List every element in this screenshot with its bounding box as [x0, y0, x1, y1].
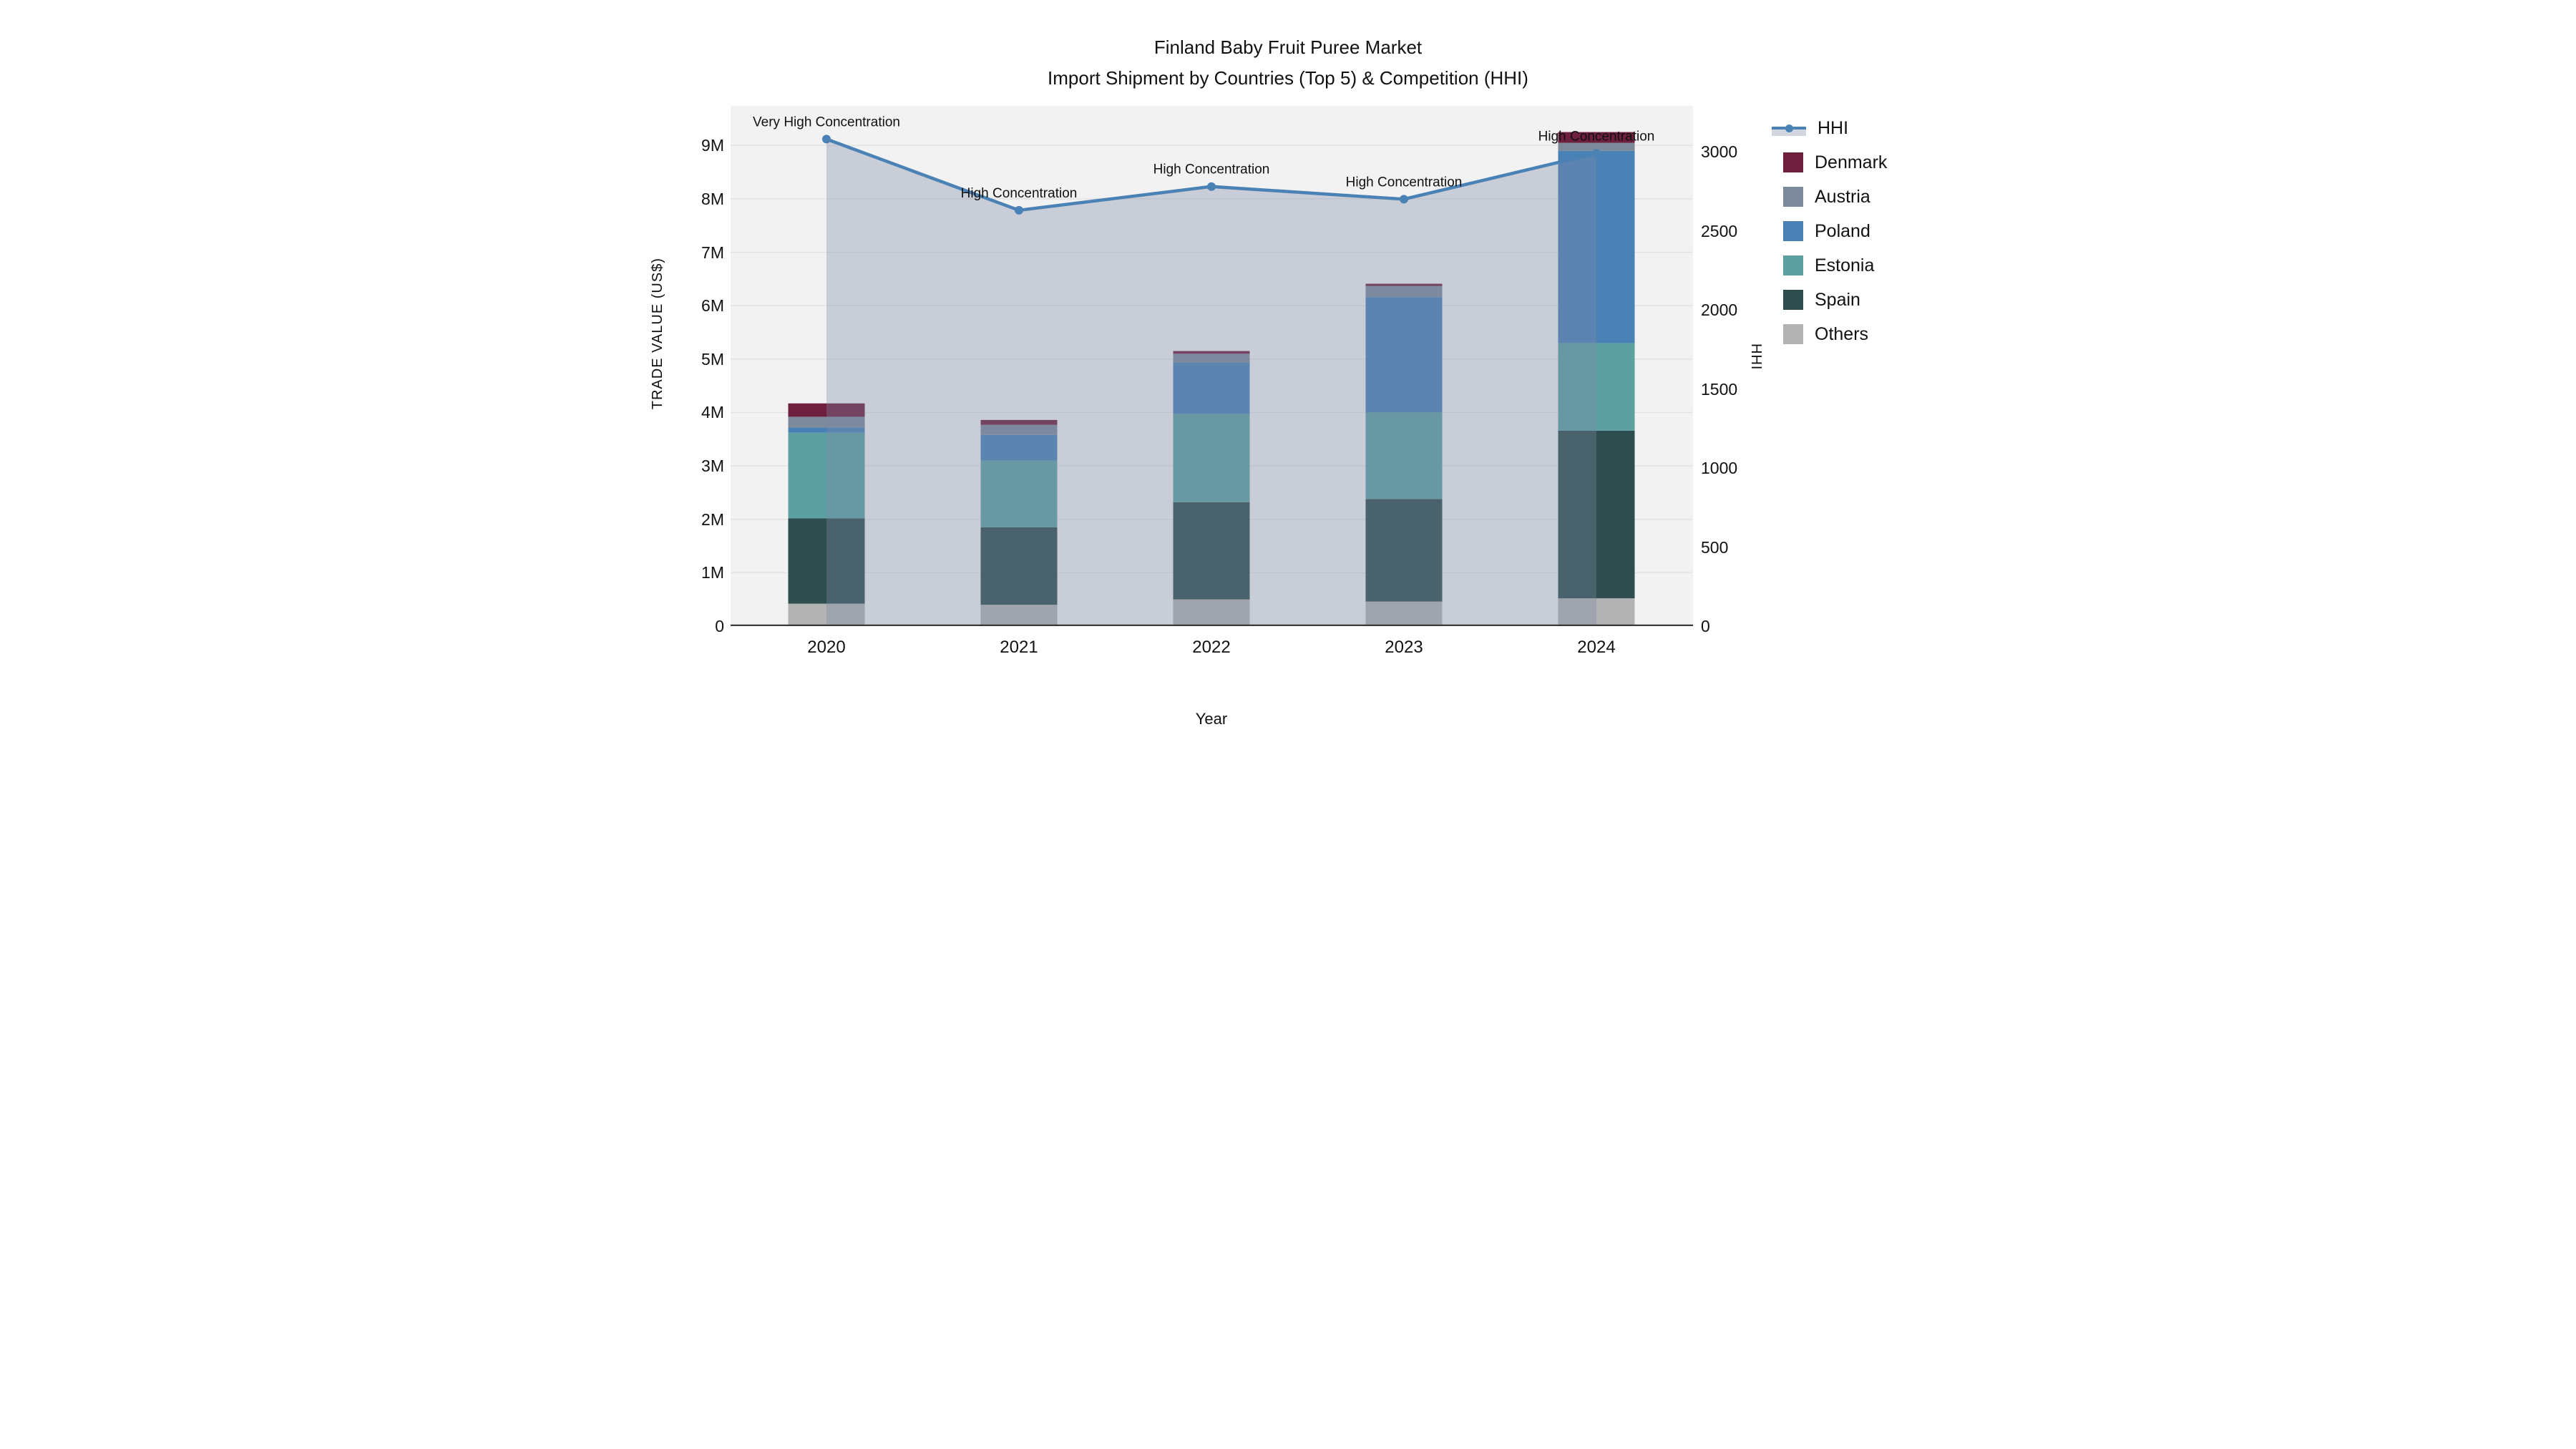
bar-2023-denmark [1365, 283, 1443, 286]
y-right-tick-1000: 1000 [1701, 459, 1738, 478]
y-right-tick-2500: 2500 [1701, 221, 1738, 240]
bar-2021-poland [980, 434, 1058, 461]
bar-2022-poland [1173, 363, 1250, 414]
bar-2022-others [1173, 599, 1250, 626]
bar-2024-spain [1558, 430, 1635, 599]
legend-swatch-hhi-line [1772, 120, 1806, 136]
x-tick-2022: 2022 [1192, 638, 1231, 657]
legend-item-spain: Spain [1772, 283, 1887, 317]
legend: HHI Denmark Austria Poland Estonia Spain Other… [1772, 111, 1887, 351]
legend-swatch-others [1783, 324, 1803, 344]
x-tick-2021: 2021 [1000, 638, 1038, 657]
legend-label-poland: Poland [1815, 220, 1870, 241]
bar-2021-spain [980, 527, 1058, 605]
bar-2020-estonia [788, 432, 865, 519]
bar-2024-austria [1558, 142, 1635, 151]
bar-2022-denmark [1173, 351, 1250, 354]
bar-2021-austria [980, 424, 1058, 435]
bar-2023-poland [1365, 297, 1443, 413]
legend-swatch-spain [1783, 290, 1803, 310]
bar-2024-estonia [1558, 343, 1635, 431]
chart-title: Finland Baby Fruit Puree Market Import S… [644, 32, 1932, 94]
y-left-tick-3M: 3M [701, 457, 724, 476]
bar-2024-others [1558, 598, 1635, 626]
y-left-tick-2M: 2M [701, 509, 724, 529]
annotation-2022: High Concentration [1153, 162, 1270, 177]
chart-title-line2: Import Shipment by Countries (Top 5) & C… [1048, 67, 1528, 89]
bar-2022-spain [1173, 502, 1250, 600]
bar-2020-spain [788, 518, 865, 604]
bar-2024-poland [1558, 150, 1635, 343]
plot-area: Very High Concentration High Concentratio… [731, 106, 1693, 626]
legend-swatch-austria [1783, 187, 1803, 207]
x-tick-2023: 2023 [1385, 638, 1423, 657]
bar-2024-denmark [1558, 132, 1635, 143]
y-left-tick-4M: 4M [701, 403, 724, 422]
y-right-tick-2000: 2000 [1701, 301, 1738, 320]
annotation-2023: High Concentration [1346, 175, 1463, 190]
legend-swatch-denmark [1783, 152, 1803, 172]
x-axis-title: Year [1195, 710, 1228, 725]
hhi-marker-2022 [1207, 182, 1216, 191]
y-axis-left-title: TRADE VALUE (US$) [650, 258, 665, 410]
bar-2021-denmark [980, 419, 1058, 425]
legend-swatch-poland [1783, 221, 1803, 241]
legend-item-poland: Poland [1772, 214, 1887, 248]
y-left-tick-0: 0 [715, 617, 724, 635]
legend-label-spain: Spain [1815, 289, 1860, 310]
y-right-tick-0: 0 [1701, 617, 1710, 635]
legend-item-estonia: Estonia [1772, 248, 1887, 283]
chart-canvas: Finland Baby Fruit Puree Market Import S… [644, 0, 1932, 725]
bar-2023-estonia [1365, 412, 1443, 499]
y-left-tick-5M: 5M [701, 349, 724, 369]
x-tick-2024: 2024 [1577, 638, 1616, 657]
hhi-marker-2020 [822, 135, 831, 144]
legend-item-austria: Austria [1772, 180, 1887, 214]
y-right-tick-3000: 3000 [1701, 142, 1738, 162]
y-left-tick-8M: 8M [701, 189, 724, 208]
chart-title-line1: Finland Baby Fruit Puree Market [1153, 36, 1423, 58]
y-left-tick-6M: 6M [701, 296, 724, 316]
bar-2021-estonia [980, 460, 1058, 527]
hhi-area-fill [826, 139, 1596, 626]
hhi-marker-2023 [1400, 195, 1408, 204]
hhi-marker-2021 [1015, 205, 1023, 215]
bar-2021-others [980, 605, 1058, 626]
y-left-tick-7M: 7M [701, 243, 724, 262]
bar-2020-others [788, 603, 865, 626]
legend-item-denmark: Denmark [1772, 145, 1887, 180]
bar-2020-poland [788, 427, 865, 433]
legend-swatch-estonia [1783, 255, 1803, 275]
y-right-tick-500: 500 [1701, 537, 1729, 557]
bar-2022-austria [1173, 353, 1250, 364]
y-axis-right-title: HHI [1748, 343, 1764, 371]
legend-label-austria: Austria [1815, 186, 1870, 207]
bar-2023-others [1365, 601, 1443, 626]
bar-2023-austria [1365, 286, 1443, 298]
legend-label-hhi: HHI [1818, 117, 1849, 138]
annotation-2021: High Concentration [961, 186, 1078, 201]
y-left-tick-9M: 9M [701, 136, 724, 155]
annotation-2020: Very High Concentration [753, 114, 900, 130]
y-right-tick-1500: 1500 [1701, 379, 1738, 399]
legend-label-others: Others [1815, 323, 1869, 344]
legend-item-hhi: HHI [1772, 111, 1887, 145]
legend-label-denmark: Denmark [1815, 152, 1888, 172]
annotation-2024: High Concentration [1538, 129, 1655, 144]
legend-label-estonia: Estonia [1815, 255, 1875, 275]
bar-2023-spain [1365, 499, 1443, 602]
hhi-marker-2024 [1592, 149, 1601, 158]
bar-2020-denmark [788, 403, 865, 417]
x-tick-2020: 2020 [807, 638, 846, 657]
y-left-tick-1M: 1M [701, 563, 724, 582]
legend-item-others: Others [1772, 317, 1887, 351]
bar-2022-estonia [1173, 414, 1250, 502]
chart-svg: Very High Concentration High Concentratio… [731, 114, 1693, 626]
bar-2020-austria [788, 416, 865, 428]
